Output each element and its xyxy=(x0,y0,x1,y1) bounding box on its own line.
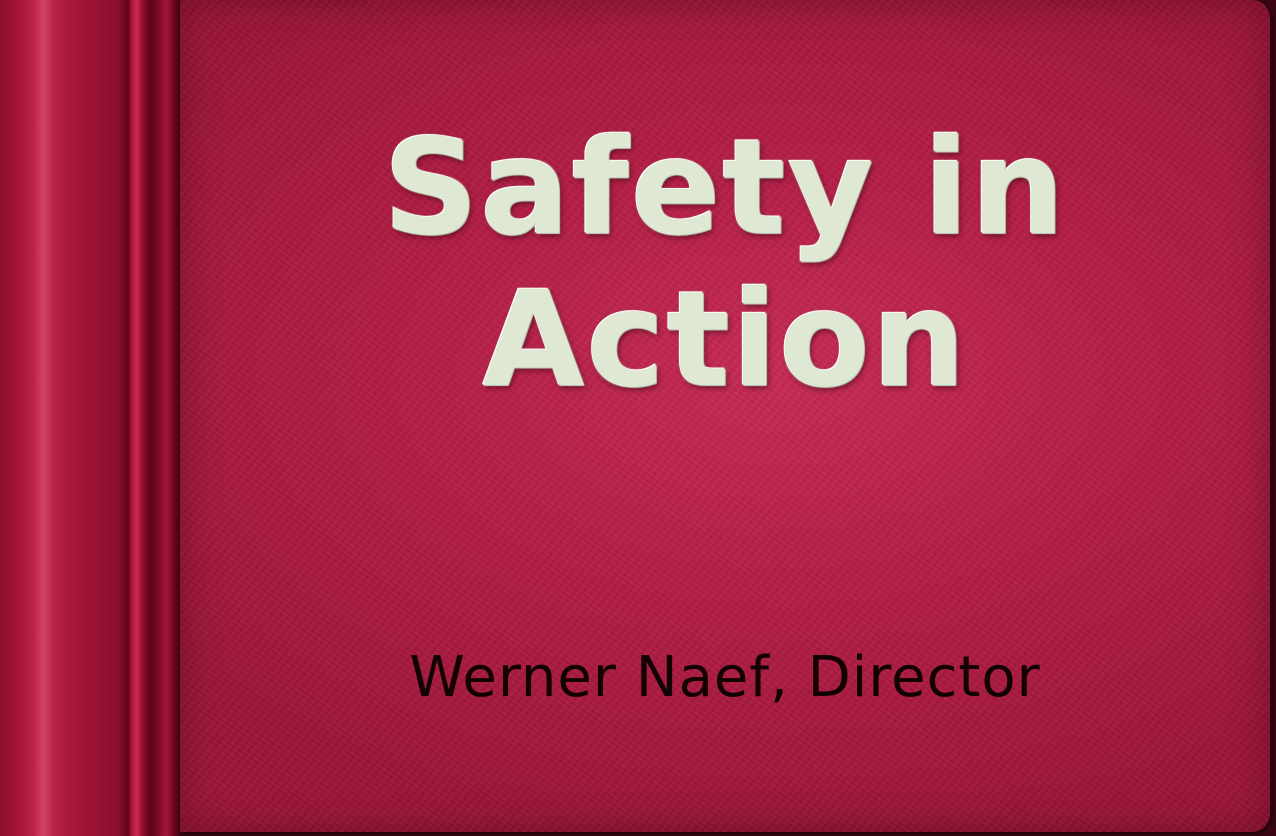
book-title: Safety in Action xyxy=(180,112,1270,416)
book-cover[interactable]: Safety in Action Werner Naef, Director xyxy=(180,0,1270,832)
title-line-2: Action xyxy=(482,263,968,417)
title-line-1: Safety in xyxy=(383,111,1067,265)
book-spine xyxy=(0,0,180,836)
book-author: Werner Naef, Director xyxy=(409,645,1041,710)
spine-highlight xyxy=(34,0,54,836)
leather-texture xyxy=(180,0,1270,832)
